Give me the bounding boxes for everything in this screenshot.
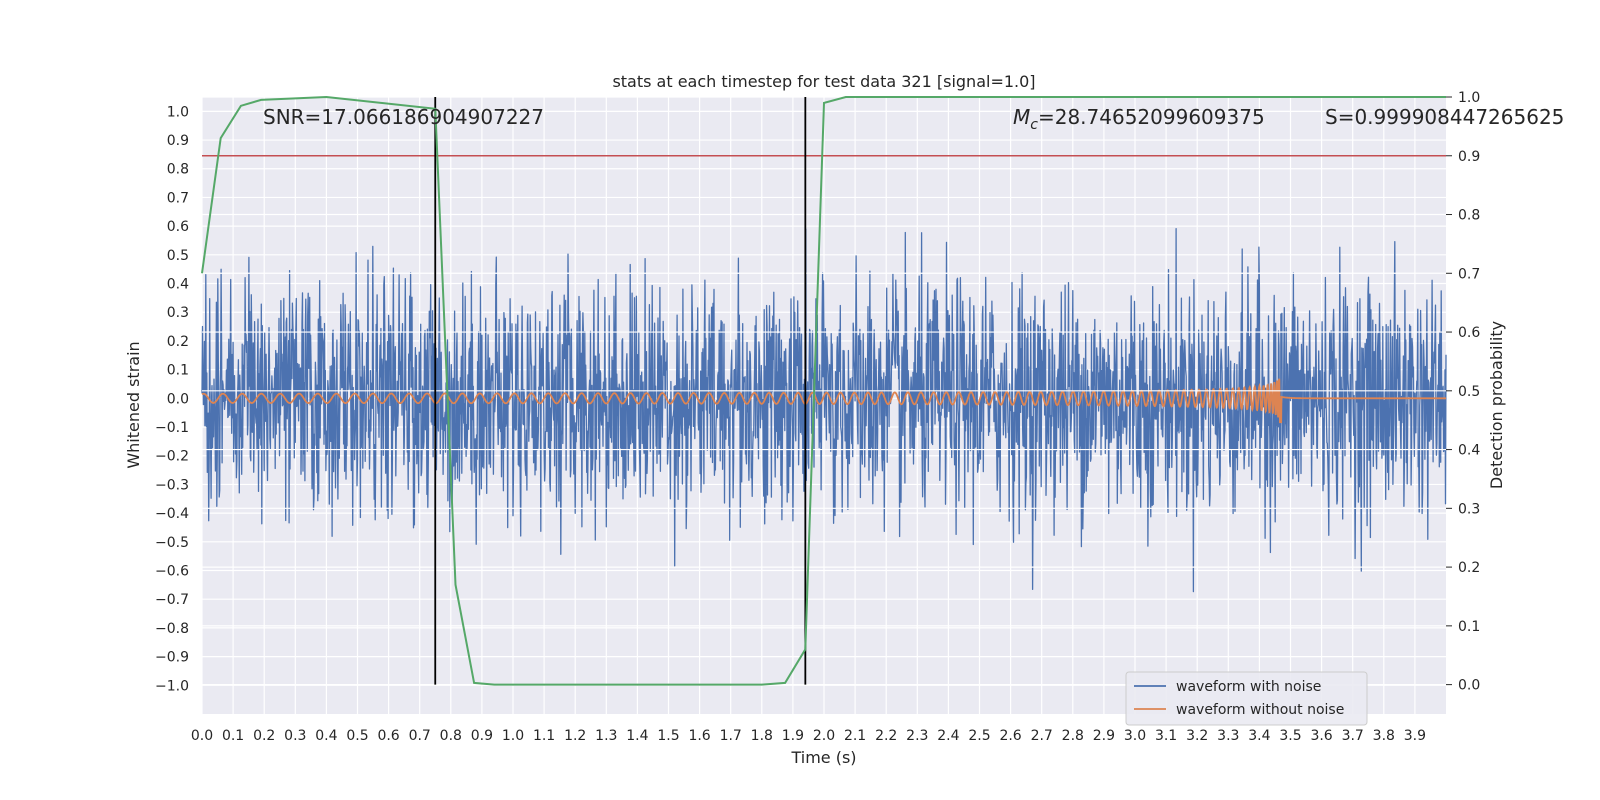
x-tick-label: 3.2 [1186,728,1208,744]
y2-tick-label: 0.3 [1458,501,1480,517]
x-tick-label: 3.3 [1217,728,1239,744]
y2-tick-label: 0.7 [1458,266,1480,282]
y2-tick-label: 1.0 [1458,90,1480,106]
x-tick-label: 1.3 [595,728,617,744]
series-clean-group [201,378,1446,424]
chart-title: stats at each timestep for test data 321… [612,72,1035,91]
y-tick-label: −0.9 [155,650,189,666]
x-tick-label: 1.9 [782,728,804,744]
y-axis-label: Whitened strain [124,341,143,468]
x-tick-label: 0.2 [253,728,275,744]
x-tick-label: 1.6 [688,728,710,744]
x-tick-label: 1.5 [657,728,679,744]
y-tick-label: 0.9 [167,133,189,149]
y-tick-label: 0.5 [167,248,189,264]
y-tick-label: 1.0 [167,104,189,120]
legend-label-clean: waveform without noise [1176,702,1344,718]
series-line-waveform-with-noise [201,228,1447,593]
x-tick-label: 2.5 [968,728,990,744]
y-tick-label: −1.0 [155,678,189,694]
y2-axis-label: Detection probability [1487,321,1506,489]
x-tick-label: 3.8 [1373,728,1395,744]
y-tick-label: 0.8 [167,162,189,178]
x-tick-label: 0.4 [315,728,337,744]
y-tick-label: 0.4 [167,277,189,293]
annotation-snr: SNR=17.066186904907227 [263,105,544,129]
x-tick-label: 0.0 [191,728,213,744]
y-tick-label: 0.1 [167,363,189,379]
y-tick-label: 0.3 [167,305,189,321]
y-tick-label: −0.7 [155,592,189,608]
y-tick-label: −0.1 [155,420,189,436]
y-tick-label: −0.2 [155,449,189,465]
x-tick-label: 3.4 [1248,728,1270,744]
y-tick-label: −0.6 [155,564,189,580]
x-tick-label: 3.6 [1310,728,1332,744]
y-tick-label: 0.7 [167,190,189,206]
x-tick-label: 1.8 [751,728,773,744]
y2-tick-label: 0.1 [1458,619,1480,635]
x-tick-label: 3.7 [1342,728,1364,744]
x-tick-label: 3.5 [1279,728,1301,744]
y-tick-label: −0.4 [155,506,189,522]
series-noise-group [201,228,1447,593]
annotation-mc: Mc=28.74652099609375 [1013,105,1265,133]
annotation-s: S=0.999908447265625 [1325,105,1564,129]
x-tick-label: 2.1 [844,728,866,744]
x-tick-label: 1.4 [626,728,648,744]
x-tick-label: 3.0 [1124,728,1146,744]
x-tick-label: 2.6 [999,728,1021,744]
y-tick-label: −0.5 [155,535,189,551]
x-tick-label: 2.8 [1062,728,1084,744]
legend: waveform with noise waveform without noi… [1125,671,1368,726]
x-tick-label: 2.7 [1031,728,1053,744]
x-tick-label: 2.0 [813,728,835,744]
y2-tick-label: 0.2 [1458,560,1480,576]
series-line-waveform-without-noise [201,378,1446,424]
y-tick-label: −0.8 [155,621,189,637]
x-tick-label: 2.4 [937,728,959,744]
x-tick-label: 1.0 [502,728,524,744]
x-tick-label: 0.6 [377,728,399,744]
y2-tick-label: 0.4 [1458,443,1480,459]
x-tick-label: 2.3 [906,728,928,744]
x-tick-label: 0.7 [409,728,431,744]
x-tick-label: 0.8 [440,728,462,744]
x-tick-label: 2.2 [875,728,897,744]
x-tick-label: 0.9 [471,728,493,744]
legend-label-noise: waveform with noise [1176,679,1321,695]
series-line-detection-probability [201,95,1446,686]
vertical-markers [434,97,807,685]
y-tick-label: 0.6 [167,219,189,235]
y-tick-label: 0.2 [167,334,189,350]
y-tick-label: 0.0 [167,391,189,407]
x-tick-label: 1.7 [720,728,742,744]
x-tick-label: 1.1 [533,728,555,744]
y-tick-label: −0.3 [155,477,189,493]
y2-tick-label: 0.9 [1458,149,1480,165]
x-tick-label: 1.2 [564,728,586,744]
y2-tick-label: 0.6 [1458,325,1480,341]
x-tick-label: 2.9 [1093,728,1115,744]
y-axis-ticks: 1.0 0.9 0.8 0.7 0.6 0.5 0.4 0.3 0.2 0.1 0.0 −0.1 −0.… [155,104,189,694]
y2-tick-label: 0.8 [1458,208,1480,224]
x-tick-label: 0.5 [346,728,368,744]
x-axis-label: Time (s) [790,748,856,767]
x-tick-label: 3.9 [1404,728,1426,744]
legend-box [1125,671,1368,726]
y2-tick-label: 0.0 [1458,678,1480,694]
x-tick-label: 0.1 [222,728,244,744]
y2-axis-ticks: 1.0 0.9 0.8 0.7 0.6 0.5 0.4 0.3 0.2 0.1 0.0 [1446,90,1480,694]
x-axis-ticks: 0.0 0.1 0.2 0.3 0.4 0.5 0.6 0.7 0.8 0.9 1.0 1.1 1.2 1… [191,728,1426,744]
y2-tick-label: 0.5 [1458,384,1480,400]
x-tick-label: 3.1 [1155,728,1177,744]
x-tick-label: 0.3 [284,728,306,744]
